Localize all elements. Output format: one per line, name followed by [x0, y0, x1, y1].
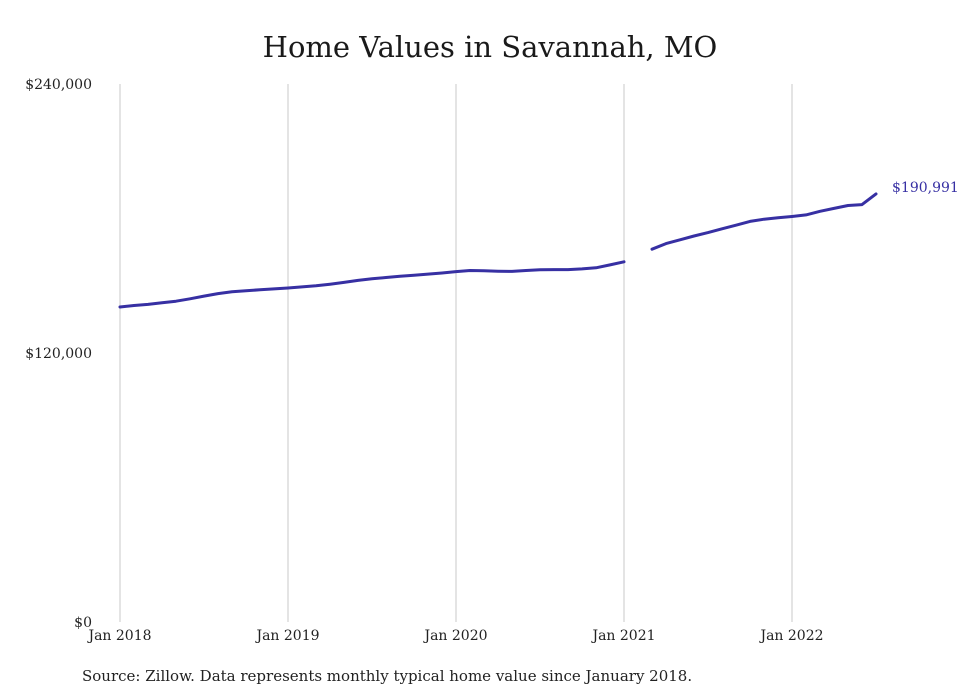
- y-tick-label: $240,000: [25, 77, 92, 93]
- chart-title: Home Values in Savannah, MO: [262, 30, 718, 64]
- series-line: [650, 192, 878, 251]
- x-tick-label: Jan 2020: [422, 628, 487, 644]
- y-tick-label: $0: [74, 615, 92, 631]
- end-value-label: $190,991: [892, 180, 959, 196]
- y-tick-label: $120,000: [25, 346, 92, 362]
- x-tick-label: Jan 2019: [254, 628, 319, 644]
- x-tick-label: Jan 2021: [590, 628, 655, 644]
- x-tick-label: Jan 2018: [86, 628, 151, 644]
- x-tick-label: Jan 2022: [758, 628, 823, 644]
- series-line: [118, 260, 626, 309]
- source-note: Source: Zillow. Data represents monthly …: [82, 667, 693, 685]
